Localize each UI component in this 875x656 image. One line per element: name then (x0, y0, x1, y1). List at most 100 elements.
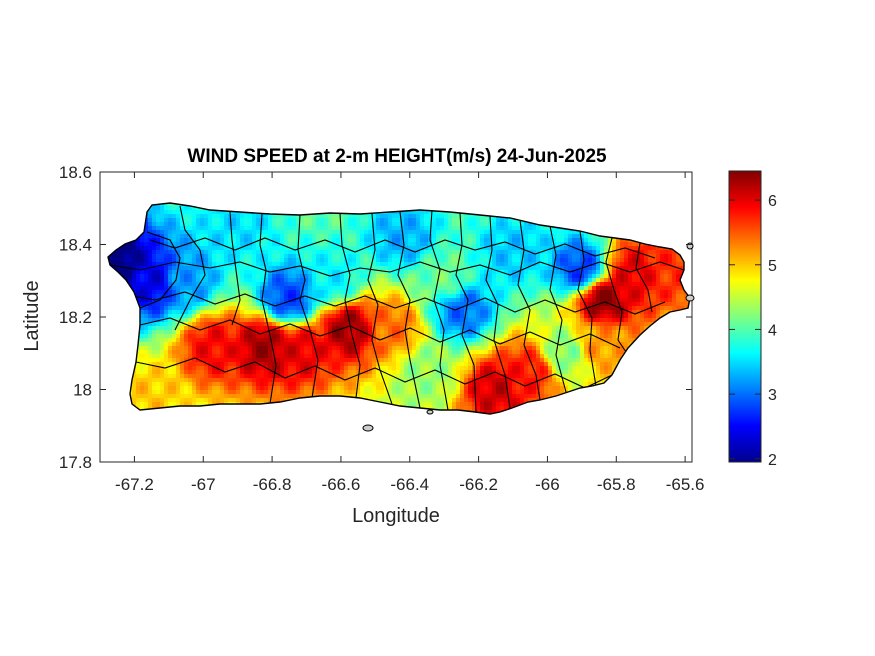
field-cell (272, 326, 277, 331)
field-cell (676, 274, 681, 279)
field-cell (580, 326, 585, 331)
field-cell (676, 270, 681, 275)
field-cell (364, 302, 369, 307)
field-cell (384, 254, 389, 259)
field-cell (516, 290, 521, 295)
field-cell (588, 294, 593, 299)
field-cell (516, 266, 521, 271)
field-cell (276, 270, 281, 275)
field-cell (492, 330, 497, 335)
field-cell (584, 274, 589, 279)
field-cell (460, 278, 465, 283)
field-cell (428, 306, 433, 311)
field-cell (672, 298, 677, 303)
field-cell (512, 322, 517, 327)
field-cell (516, 306, 521, 311)
field-cell (264, 250, 269, 255)
field-cell (428, 218, 433, 223)
field-cell (260, 326, 265, 331)
field-cell (160, 258, 165, 263)
field-cell (552, 258, 557, 263)
field-cell (512, 286, 517, 291)
field-cell (424, 258, 429, 263)
field-cell (612, 326, 617, 331)
field-cell (236, 306, 241, 311)
field-cell (480, 290, 485, 295)
field-cell (528, 254, 533, 259)
field-cell (156, 290, 161, 295)
field-cell (408, 258, 413, 263)
field-cell (416, 214, 421, 219)
field-cell (340, 330, 345, 335)
field-cell (332, 214, 337, 219)
field-cell (644, 278, 649, 283)
field-cell (384, 214, 389, 219)
field-cell (436, 290, 441, 295)
field-cell (540, 266, 545, 271)
field-cell (644, 290, 649, 295)
field-cell (204, 274, 209, 279)
field-cell (288, 298, 293, 303)
field-cell (528, 322, 533, 327)
field-cell (140, 306, 145, 311)
field-cell (444, 226, 449, 231)
field-cell (252, 226, 257, 231)
field-cell (252, 290, 257, 295)
field-cell (504, 274, 509, 279)
field-cell (276, 238, 281, 243)
field-cell (408, 306, 413, 311)
field-cell (648, 270, 653, 275)
field-cell (664, 258, 669, 263)
field-cell (628, 298, 633, 303)
field-cell (496, 226, 501, 231)
field-cell (152, 294, 157, 299)
field-cell (556, 326, 561, 331)
field-cell (212, 326, 217, 331)
field-cell (404, 306, 409, 311)
field-cell (548, 246, 553, 251)
field-cell (332, 262, 337, 267)
field-cell (516, 302, 521, 307)
field-cell (176, 282, 181, 287)
field-cell (160, 238, 165, 243)
field-cell (364, 246, 369, 251)
field-cell (492, 290, 497, 295)
field-cell (388, 222, 393, 227)
field-cell (324, 286, 329, 291)
field-cell (184, 214, 189, 219)
field-cell (612, 250, 617, 255)
field-cell (204, 230, 209, 235)
field-cell (344, 278, 349, 283)
field-cell (568, 266, 573, 271)
field-cell (576, 326, 581, 331)
field-cell (200, 218, 205, 223)
field-cell (640, 322, 645, 327)
field-cell (664, 294, 669, 299)
field-cell (388, 266, 393, 271)
field-cell (372, 270, 377, 275)
field-cell (392, 326, 397, 331)
field-cell (384, 314, 389, 319)
field-cell (216, 278, 221, 283)
field-cell (484, 266, 489, 271)
field-cell (180, 310, 185, 315)
field-cell (188, 226, 193, 231)
field-cell (680, 298, 685, 303)
field-cell (312, 262, 317, 267)
field-cell (256, 322, 261, 327)
field-cell (384, 318, 389, 323)
field-cell (496, 262, 501, 267)
field-cell (212, 270, 217, 275)
field-cell (200, 330, 205, 335)
field-cell (260, 314, 265, 319)
field-cell (364, 234, 369, 239)
field-cell (156, 282, 161, 287)
field-cell (368, 294, 373, 299)
field-cell (408, 266, 413, 271)
field-cell (232, 266, 237, 271)
field-cell (572, 282, 577, 287)
field-cell (408, 274, 413, 279)
field-cell (440, 242, 445, 247)
field-cell (268, 254, 273, 259)
field-cell (520, 298, 525, 303)
